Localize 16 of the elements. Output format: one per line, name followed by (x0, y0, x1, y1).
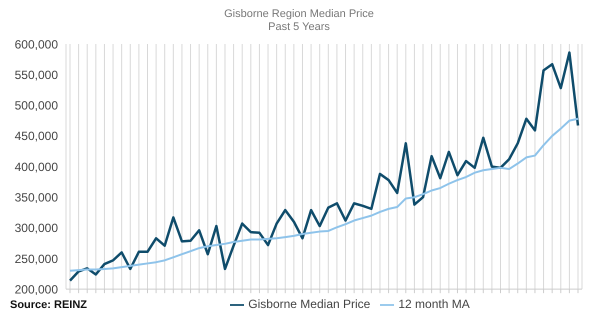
y-tick-label: 400,000 (14, 160, 58, 174)
chart-subtitle: Past 5 Years (267, 21, 331, 34)
y-tick-label: 350,000 (14, 190, 58, 204)
y-tick-label: 250,000 (14, 252, 58, 266)
chart-title: Gisborne Region Median Price (223, 8, 375, 21)
y-tick-label: 550,000 (14, 68, 58, 82)
legend-label: Gisborne Median Price (248, 297, 370, 312)
y-tick-label: 200,000 (14, 282, 58, 296)
y-tick-label: 450,000 (14, 129, 58, 144)
y-tick-label: 500,000 (14, 98, 58, 113)
source-note: Source: REINZ (10, 299, 88, 311)
line-series (69, 118, 579, 272)
y-tick-label: 600,000 (14, 37, 58, 52)
line-series (68, 51, 580, 282)
y-tick-label: 300,000 (14, 221, 58, 236)
legend-label: 12 month MA (398, 297, 470, 312)
